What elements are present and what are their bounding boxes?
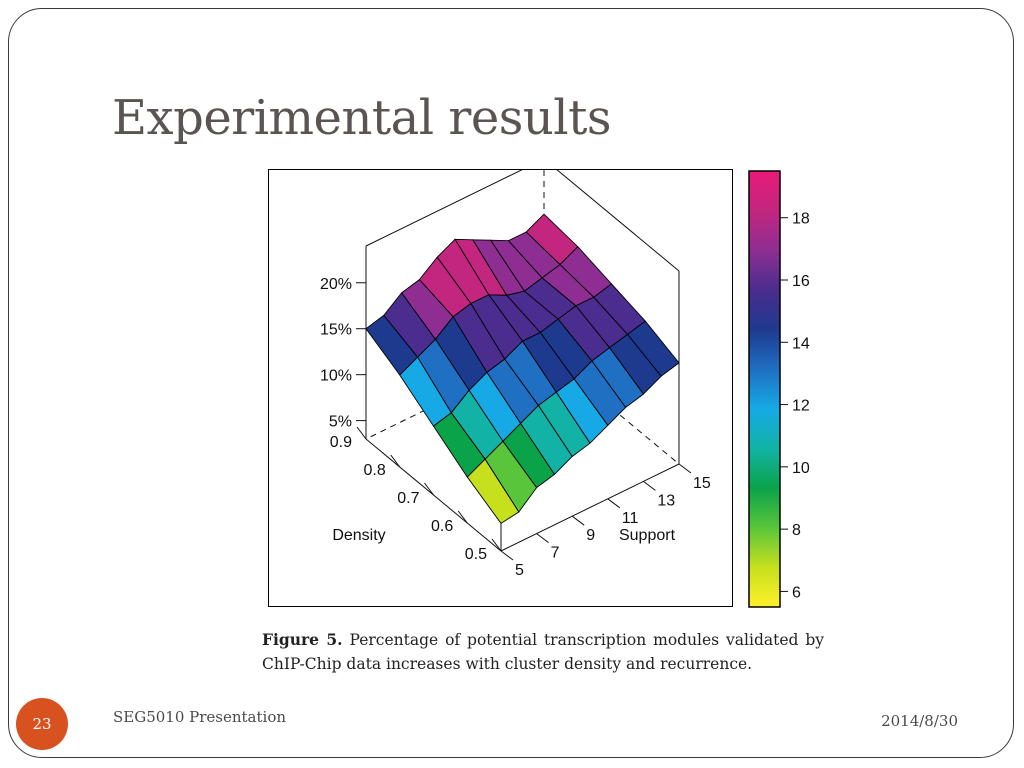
- surface-plot: 5% 10% 15% 20% 0.5 0.6 0.7 0.8 0.9 5 7 9 11 13 15 Densi…: [320, 170, 711, 579]
- colorbar-tick-label: 18: [792, 211, 810, 228]
- support-tick-label: 15: [693, 475, 711, 492]
- caption-label: Figure 5.: [262, 630, 343, 649]
- z-tick-label: 15%: [320, 322, 352, 339]
- support-tick-label: 5: [515, 562, 524, 579]
- density-tick-label: 0.5: [465, 546, 487, 563]
- support-tick-label: 11: [622, 510, 639, 527]
- support-tick: [536, 533, 549, 544]
- figure-caption: Figure 5. Percentage of potential transc…: [262, 628, 824, 676]
- support-axis-label: Support: [619, 527, 676, 544]
- support-tick: [678, 463, 692, 474]
- support-tick: [571, 515, 585, 526]
- support-tick-label: 9: [586, 527, 595, 544]
- density-tick: [424, 482, 434, 496]
- density-tick-label: 0.9: [330, 434, 352, 451]
- density-tick: [491, 538, 502, 552]
- density-tick-label: 0.6: [431, 518, 453, 535]
- z-tick-label: 10%: [320, 368, 352, 385]
- footer-presentation-name: SEG5010 Presentation: [113, 708, 287, 726]
- density-tick: [390, 454, 401, 468]
- z-tick-label: 20%: [320, 276, 352, 293]
- support-tick: [500, 550, 514, 561]
- colorbar-gradient: [748, 170, 781, 608]
- colorbar-tick-label: 14: [792, 335, 810, 352]
- footer-date: 2014/8/30: [881, 712, 958, 730]
- colorbar-tick-label: 6: [792, 584, 801, 601]
- support-tick: [607, 498, 621, 509]
- axes: 5% 10% 15% 20% 0.5 0.6 0.7 0.8 0.9 5 7 9 11 13 15 Densi…: [320, 276, 711, 579]
- density-tick-label: 0.7: [397, 490, 419, 507]
- colorbar: 6 8 10 12 14 16 18: [748, 170, 810, 608]
- surface-plot-panel: 5% 10% 15% 20% 0.5 0.6 0.7 0.8 0.9 5 7 9 11 13 15 Densi…: [268, 169, 733, 607]
- caption-text: Percentage of potential transcription mo…: [262, 631, 824, 673]
- support-tick: [643, 480, 656, 491]
- box-edge-top-back-left: [365, 170, 523, 247]
- surface: [365, 213, 680, 525]
- colorbar-tick-label: 16: [792, 273, 810, 290]
- box-edge-floor-support: [500, 463, 680, 552]
- density-tick: [457, 510, 468, 524]
- page-number-badge: 23: [16, 698, 68, 750]
- support-tick-label: 13: [657, 492, 675, 509]
- page-number: 23: [32, 715, 52, 733]
- colorbar-tick-label: 12: [792, 398, 810, 415]
- density-axis-label: Density: [332, 527, 385, 544]
- z-tick-label: 5%: [329, 414, 352, 431]
- density-tick-label: 0.8: [364, 462, 386, 479]
- slide-title: Experimental results: [112, 90, 612, 146]
- density-tick: [356, 426, 367, 440]
- colorbar-tick-label: 10: [792, 460, 810, 477]
- support-tick-label: 7: [551, 545, 560, 562]
- box-edge-top-back-right: [556, 170, 680, 272]
- surface-facet: [466, 458, 520, 525]
- colorbar-tick-label: 8: [792, 522, 801, 539]
- box-edge-back-floor-right: [543, 351, 680, 465]
